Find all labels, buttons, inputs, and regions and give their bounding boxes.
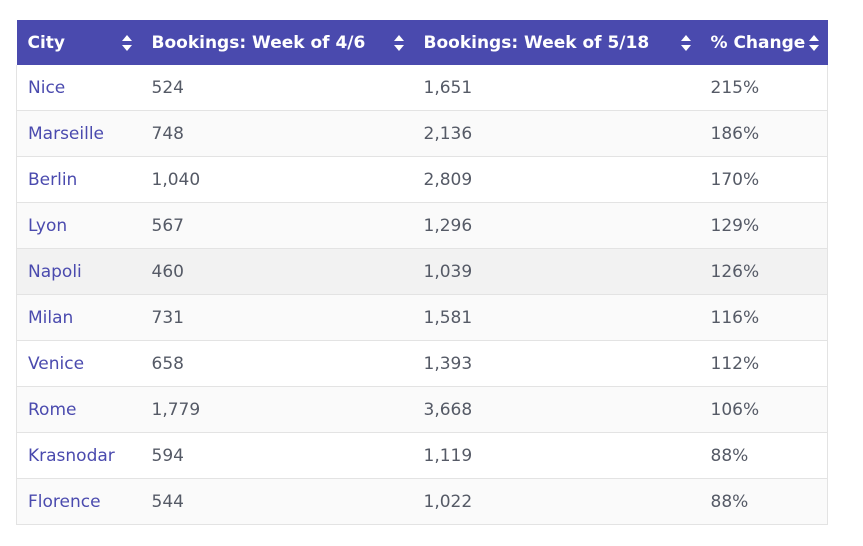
cell-bookings-week-5-18: 2,809 (412, 156, 700, 203)
cell-bookings-week-5-18: 1,581 (412, 294, 700, 341)
column-header-label: Bookings: Week of 4/6 (151, 32, 366, 53)
cell-bookings-week-4-6: 460 (140, 248, 413, 295)
table-row: Krasnodar 594 1,119 88% (16, 432, 828, 479)
column-header-bookings-week-5-18[interactable]: Bookings: Week of 5/18 (412, 20, 700, 65)
cell-percent-change: 116% (699, 294, 828, 341)
header-row: City Bookings: Week of 4/6 Bookings: Wee… (16, 20, 828, 65)
cell-bookings-week-5-18: 1,651 (412, 65, 700, 111)
cell-bookings-week-4-6: 594 (140, 432, 413, 479)
table-row: Berlin 1,040 2,809 170% (16, 156, 828, 203)
cell-city: Florence (16, 478, 141, 525)
table-row: Napoli 460 1,039 126% (16, 248, 828, 295)
cell-percent-change: 186% (699, 110, 828, 157)
table-row: Nice 524 1,651 215% (16, 65, 828, 111)
column-header-city[interactable]: City (16, 20, 141, 65)
cell-city: Krasnodar (16, 432, 141, 479)
sort-arrows-icon[interactable] (680, 34, 692, 52)
cell-city: Berlin (16, 156, 141, 203)
sort-arrows-icon[interactable] (121, 34, 133, 52)
cell-city: Rome (16, 386, 141, 433)
cell-percent-change: 106% (699, 386, 828, 433)
table-row: Venice 658 1,393 112% (16, 340, 828, 387)
cell-bookings-week-5-18: 1,022 (412, 478, 700, 525)
table-body: Nice 524 1,651 215% Marseille 748 2,136 … (16, 65, 828, 525)
cell-city: Venice (16, 340, 141, 387)
cell-bookings-week-5-18: 1,393 (412, 340, 700, 387)
cell-bookings-week-4-6: 567 (140, 202, 413, 249)
cell-bookings-week-4-6: 544 (140, 478, 413, 525)
cell-bookings-week-4-6: 1,779 (140, 386, 413, 433)
column-header-percent-change[interactable]: % Change (699, 20, 828, 65)
cell-bookings-week-5-18: 1,039 (412, 248, 700, 295)
cell-percent-change: 129% (699, 202, 828, 249)
cell-percent-change: 88% (699, 478, 828, 525)
table-row: Rome 1,779 3,668 106% (16, 386, 828, 433)
column-header-label: City (27, 32, 66, 53)
cell-bookings-week-5-18: 3,668 (412, 386, 700, 433)
cell-bookings-week-4-6: 731 (140, 294, 413, 341)
column-header-bookings-week-4-6[interactable]: Bookings: Week of 4/6 (140, 20, 413, 65)
sort-arrows-icon[interactable] (393, 34, 405, 52)
cell-percent-change: 126% (699, 248, 828, 295)
cell-bookings-week-5-18: 2,136 (412, 110, 700, 157)
table-row: Milan 731 1,581 116% (16, 294, 828, 341)
sort-arrows-icon[interactable] (808, 34, 820, 52)
cell-city: Napoli (16, 248, 141, 295)
bookings-table: City Bookings: Week of 4/6 Bookings: Wee… (16, 20, 828, 525)
table-row: Marseille 748 2,136 186% (16, 110, 828, 157)
column-header-label: Bookings: Week of 5/18 (423, 32, 650, 53)
table-row: Lyon 567 1,296 129% (16, 202, 828, 249)
cell-percent-change: 88% (699, 432, 828, 479)
cell-city: Marseille (16, 110, 141, 157)
table-row: Florence 544 1,022 88% (16, 478, 828, 525)
cell-city: Nice (16, 65, 141, 111)
column-header-label: % Change (710, 32, 806, 53)
cell-bookings-week-4-6: 1,040 (140, 156, 413, 203)
bookings-table-container: City Bookings: Week of 4/6 Bookings: Wee… (16, 20, 828, 525)
table-header: City Bookings: Week of 4/6 Bookings: Wee… (16, 20, 828, 65)
cell-percent-change: 170% (699, 156, 828, 203)
cell-percent-change: 112% (699, 340, 828, 387)
cell-city: Milan (16, 294, 141, 341)
cell-bookings-week-5-18: 1,296 (412, 202, 700, 249)
cell-bookings-week-4-6: 658 (140, 340, 413, 387)
cell-bookings-week-5-18: 1,119 (412, 432, 700, 479)
cell-city: Lyon (16, 202, 141, 249)
cell-bookings-week-4-6: 748 (140, 110, 413, 157)
cell-bookings-week-4-6: 524 (140, 65, 413, 111)
cell-percent-change: 215% (699, 65, 828, 111)
